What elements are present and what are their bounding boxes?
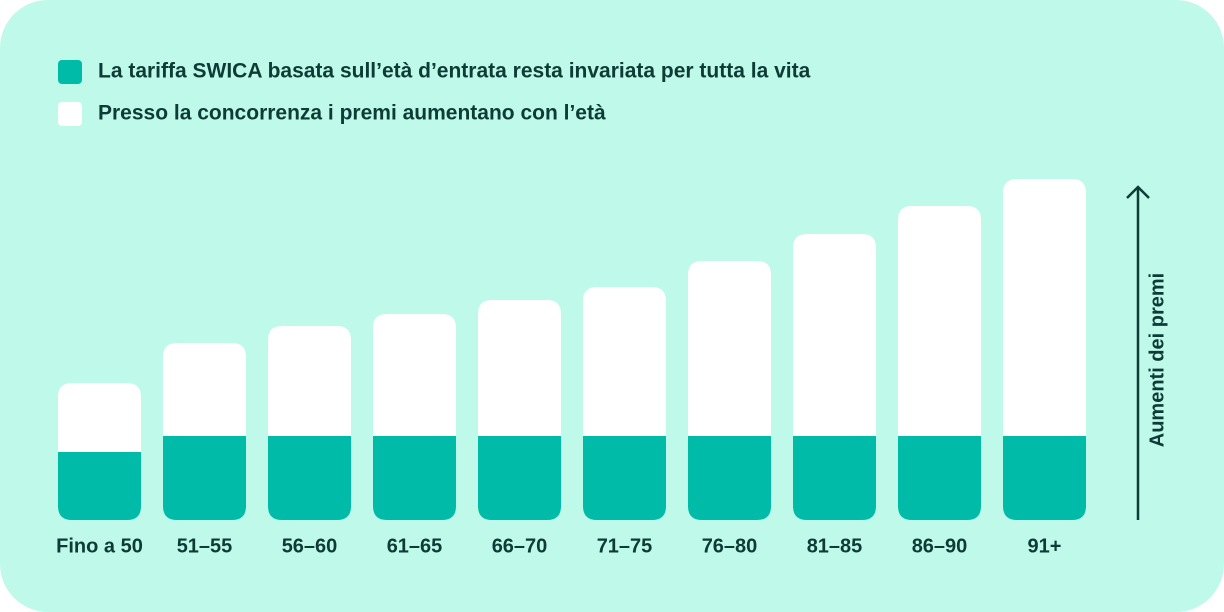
y-axis-label: Aumenti dei premi [1146,273,1168,447]
bar-segment [583,436,666,520]
bar-segment [478,436,561,520]
bar-segment [163,343,246,436]
bar-segment [583,287,666,436]
x-tick-label: 51–55 [177,535,233,557]
legend-label: Presso la concorrenza i premi aumentano … [98,102,606,125]
bar-segment [163,436,246,520]
bar-segment [793,234,876,436]
bar-segment [1003,436,1086,520]
bar-segment [688,436,771,520]
arrow-head [1126,185,1150,199]
legend-label: La tariffa SWICA basata sull’età d’entra… [98,60,811,83]
legend-swatch [58,60,82,84]
x-tick-label: 71–75 [597,535,653,557]
bar-segment [688,261,771,436]
bar-segment [268,436,351,520]
bar-segment [373,314,456,436]
bar-segment [793,436,876,520]
bar-segment [898,206,981,436]
bar-segment [373,436,456,520]
x-tick-label: 61–65 [387,535,443,557]
bar-segment [1003,179,1086,436]
bar-segment [898,436,981,520]
bar-segment [268,326,351,436]
bar-segment [478,300,561,436]
legend-swatch [58,102,82,126]
x-tick-label: 56–60 [282,535,338,557]
x-tick-label: 86–90 [912,535,968,557]
x-tick-label: 66–70 [492,535,548,557]
bar-segment [58,452,141,520]
x-tick-label: Fino a 50 [56,535,143,557]
x-tick-label: 91+ [1028,535,1062,557]
bar-segment [58,383,141,452]
x-tick-label: 76–80 [702,535,758,557]
x-tick-label: 81–85 [807,535,863,557]
